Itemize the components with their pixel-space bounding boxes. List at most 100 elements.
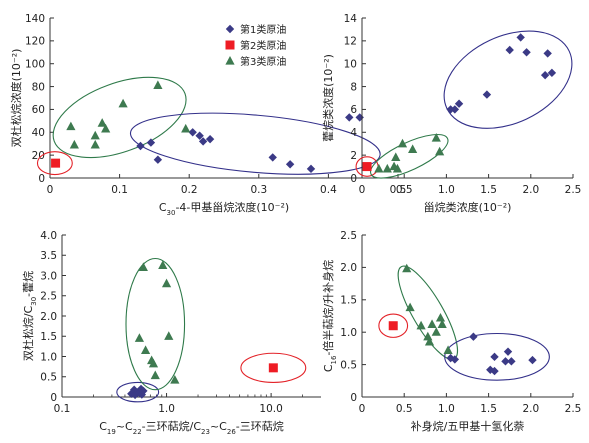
data-point-type3: [158, 260, 168, 269]
y-tick-label: 1.5: [340, 295, 357, 307]
x-axis-label: 补身烷/五甲基十氢化萘: [411, 419, 525, 433]
x-axis-label: C19~C22-三环萜烷/C23~C26-三环萜烷: [99, 419, 284, 436]
data-point-type1: [482, 90, 492, 99]
data-point-type1: [450, 355, 460, 364]
y-tick-label: 120: [25, 36, 45, 48]
data-point-type3: [443, 345, 453, 354]
data-point-type3: [424, 336, 435, 346]
legend-marker-type1: [225, 24, 235, 34]
x-tick-label: 1.5: [480, 403, 497, 415]
data-point-type3: [431, 133, 441, 142]
y-tick-label: 0: [50, 392, 57, 404]
y-tick-label: 0.5: [340, 359, 357, 371]
y-tick-label: 3.0: [40, 270, 57, 282]
chart-panel-4: 0 0.5 1.0 1.5 2.0 2.5 0 0.5 1.0 1.5 2.0 2.5 补身烷/五甲基十…: [321, 230, 581, 433]
legend-marker-type3: [225, 56, 235, 65]
group-ellipse-type2: [240, 352, 307, 383]
data-point-type1: [528, 355, 537, 365]
data-point-type3: [397, 138, 408, 148]
chart-panel-2: 0 2 4 6 8 10 12 14 0 0.5 1.0 1.5 2.0 2.5 甾烷类浓度(10⁻²) 藿烷…: [321, 13, 582, 214]
x-tick-label: 0.5: [390, 184, 407, 196]
y-tick-label: 1.0: [340, 327, 357, 339]
y-axis-label: 双杜松烷/C30-藿烷: [21, 271, 38, 361]
y-tick-label: 100: [25, 59, 45, 71]
x-tick-label: 2.5: [565, 403, 582, 415]
data-point-type3: [153, 80, 163, 90]
group-ellipse-type2: [36, 151, 73, 176]
x-tick-label: 0: [47, 184, 54, 196]
y-tick-label: 2.0: [340, 262, 357, 274]
data-point-type1: [136, 141, 145, 151]
y-tick-label: 8: [350, 81, 357, 93]
data-point-type3: [90, 139, 100, 149]
data-point-type3: [416, 320, 426, 330]
group-ellipse-type3: [125, 257, 186, 391]
x-tick-label: 1.0: [158, 403, 175, 415]
legend-label-type2: 第2类原油: [240, 39, 286, 52]
data-point-type3: [150, 370, 160, 380]
data-point-type1: [469, 332, 478, 341]
chart-panel-3: 0 0.5 1.0 1.5 2.0 2.5 3.0 3.5 4.0 0.1 1.0 10.0 C19~C…: [21, 230, 321, 436]
y-tick-label: 60: [32, 104, 45, 116]
data-point-type1: [490, 366, 499, 376]
y-tick-label: 40: [32, 127, 45, 139]
y-tick-label: 0: [38, 173, 45, 185]
data-point-type3: [181, 123, 191, 133]
group-ellipse-type1: [444, 332, 550, 381]
x-axis-label: C30-4-甲基甾烷浓度(10⁻²): [159, 200, 289, 217]
group-ellipse-type2: [378, 313, 409, 338]
data-point-type3: [435, 146, 445, 156]
group-ellipse-type1: [443, 30, 573, 129]
y-tick-label: 4: [350, 127, 357, 139]
data-point-type3: [134, 333, 145, 342]
legend-marker-type2: [225, 40, 235, 50]
y-tick-label: 0: [350, 173, 357, 185]
data-point-type3: [170, 374, 180, 384]
x-tick-label: 0.1: [54, 403, 71, 415]
y-tick-label: 80: [32, 81, 45, 93]
data-point-type3: [118, 98, 128, 108]
data-point-type1: [137, 390, 147, 399]
data-point-type1: [188, 128, 197, 137]
data-point-type3: [437, 319, 447, 329]
data-point-type1: [503, 347, 513, 356]
data-point-type1: [522, 48, 531, 57]
x-tick-label: 0.1: [111, 184, 128, 196]
y-tick-label: 12: [344, 36, 357, 48]
y-tick-label: 6: [350, 104, 357, 116]
group-ellipse-type3: [397, 265, 459, 360]
y-tick-label: 10: [344, 59, 357, 71]
y-tick-label: 2.5: [40, 291, 57, 303]
data-point-type3: [391, 152, 401, 162]
data-point-type1: [505, 45, 514, 55]
legend-label-type1: 第1类原油: [240, 23, 286, 36]
data-point-type1: [153, 155, 163, 164]
x-tick-label: 1.5: [480, 184, 497, 196]
y-tick-label: 2: [350, 150, 357, 162]
y-tick-label: 0: [350, 392, 357, 404]
x-tick-label: 1.0: [438, 403, 455, 415]
data-point-type3: [382, 163, 392, 173]
x-tick-label: 2.5: [565, 184, 582, 196]
data-point-type1: [490, 352, 499, 362]
data-point-type3: [402, 263, 412, 273]
group-ellipse-type1: [129, 112, 381, 175]
y-tick-label: 2.5: [340, 230, 357, 242]
x-tick-label: 10.0: [259, 403, 282, 415]
data-point-type2: [268, 363, 278, 373]
x-tick-label: 1.0: [438, 184, 455, 196]
data-point-type1: [454, 99, 464, 108]
data-point-type1: [507, 357, 516, 366]
data-point-type3: [164, 331, 174, 340]
data-point-type2: [51, 158, 61, 168]
x-tick-label: 0.4: [320, 184, 337, 196]
y-tick-label: 14: [344, 13, 358, 25]
data-point-type1: [345, 113, 354, 122]
group-ellipse-type1: [116, 381, 160, 403]
data-point-type3: [140, 345, 151, 355]
data-point-type3: [392, 163, 403, 173]
data-point-type1: [139, 386, 148, 396]
x-tick-label: 0.3: [250, 184, 267, 196]
group-ellipse-type3: [370, 133, 449, 179]
